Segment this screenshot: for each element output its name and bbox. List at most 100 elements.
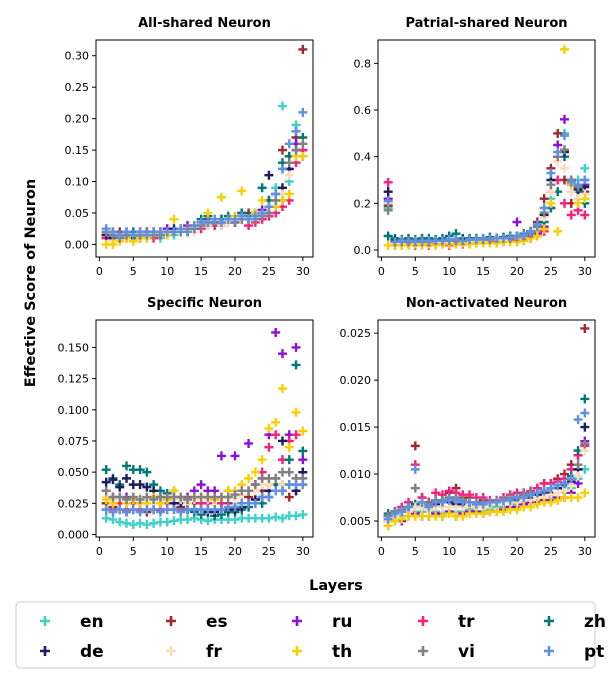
legend-label: ru [332,612,353,632]
data-point [230,451,240,461]
x-tick-label: 20 [228,265,242,278]
data-point [291,342,301,352]
data-point [553,488,563,498]
data-point [122,473,132,483]
data-point [128,520,138,530]
panel-title: Specific Neuron [147,296,262,311]
x-tick-label: 10 [442,545,456,558]
data-point [284,189,294,199]
data-point [244,214,254,224]
y-tick-label: 0.25 [65,81,90,94]
data-point [424,502,434,512]
y-tick-label: 0.2 [354,197,372,210]
data-point [216,505,226,515]
data-point [291,511,301,521]
data-point [169,516,179,526]
data-point [101,486,111,496]
data-point [532,219,542,229]
x-tick-label: 20 [228,545,242,558]
data-point [553,480,563,490]
y-tick-label: 0.050 [58,466,90,479]
legend-marker [544,616,554,626]
y-axis-label: Effective Score of Neuron [23,179,39,387]
data-point [519,230,529,240]
data-point [298,107,308,117]
data-point [101,465,111,475]
data-point [203,516,213,526]
data-point [444,509,454,519]
legend-label: pt [584,642,604,662]
data-point [546,483,556,493]
x-tick-label: 30 [296,545,310,558]
series-pt [101,480,308,517]
legend-label: tr [458,612,475,632]
data-point [566,177,576,187]
y-tick-label: 0.025 [58,497,90,510]
data-point [169,227,179,237]
legend-item-zh: zh [544,612,606,632]
data-point [135,518,145,528]
data-point [122,518,132,528]
legend-marker [40,646,50,656]
data-point [532,488,542,498]
data-point [383,177,393,187]
data-point [284,158,294,168]
data-point [498,507,508,517]
legend-marker [418,646,428,656]
data-point [216,451,226,461]
data-point [250,498,260,508]
data-point [458,511,468,521]
data-point [298,480,308,490]
data-point [149,505,159,515]
data-point [559,163,569,173]
data-point [149,518,159,528]
data-point [532,231,542,241]
data-point [115,492,125,502]
y-tick-label: 0.10 [65,176,90,189]
data-point [566,474,576,484]
y-tick-label: 0.000 [58,529,90,542]
x-tick-label: 5 [412,545,419,558]
data-point [277,145,287,155]
plot-frame [377,319,596,538]
y-tick-label: 0.20 [65,113,90,126]
data-point [142,492,152,502]
data-point [298,151,308,161]
legend-marker [292,646,302,656]
data-point [237,211,247,221]
data-point [176,224,186,234]
legend-item-th: th [292,642,352,662]
data-point [101,477,111,487]
data-point [277,513,287,523]
data-point [546,168,556,178]
data-point [108,239,118,249]
data-point [183,227,193,237]
data-point [244,486,254,496]
legend-item-es: es [166,612,228,632]
series-pt [383,408,590,524]
data-point [291,407,301,417]
data-point [580,394,590,404]
y-tick-label: 0.100 [58,404,90,417]
x-tick-label: 25 [544,545,558,558]
data-point [277,384,287,394]
panel-title: Patrial-shared Neuron [405,16,567,31]
data-point [478,509,488,519]
data-point [277,436,287,446]
y-tick-label: 0.125 [58,373,90,386]
data-point [512,217,522,227]
data-point [410,464,420,474]
data-point [410,441,420,451]
data-point [573,460,583,470]
legend-label: en [80,612,104,632]
data-point [559,131,569,141]
data-point [271,327,281,337]
series-pt [101,107,308,240]
data-point [284,442,294,452]
data-point [223,492,233,502]
y-tick-label: 0.020 [340,374,372,387]
data-point [291,430,301,440]
data-point [203,217,213,227]
data-point [519,493,529,503]
data-point [417,497,427,507]
